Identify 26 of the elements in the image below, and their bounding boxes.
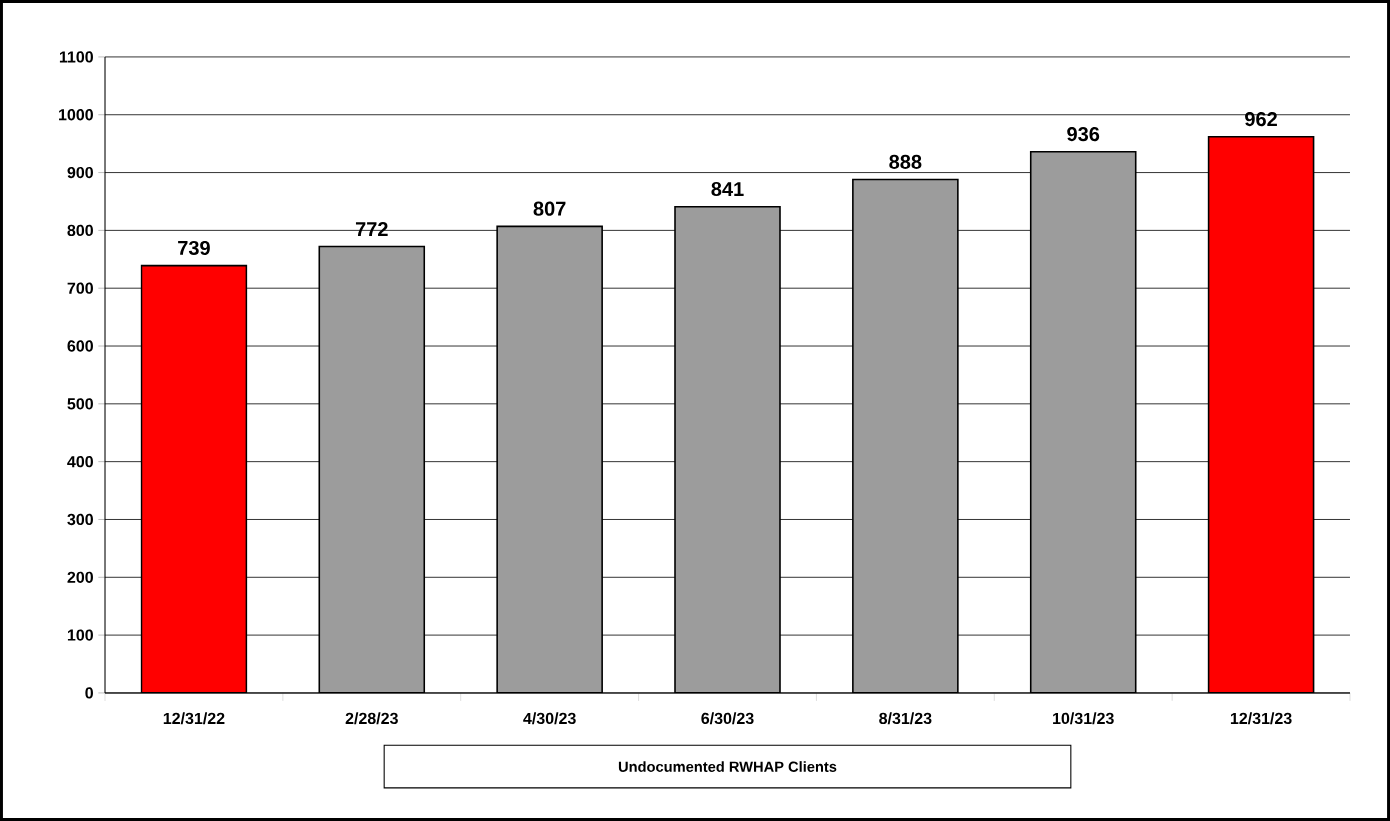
x-tick-label: 6/30/23 — [701, 712, 754, 725]
x-axis-title: Undocumented RWHAP Clients — [618, 761, 837, 772]
x-tick-label: 2/28/23 — [345, 712, 398, 725]
x-tick-label: 12/31/23 — [1230, 712, 1292, 725]
y-tick-label: 500 — [67, 398, 93, 410]
y-tick-label: 400 — [67, 456, 93, 468]
y-tick-label: 200 — [67, 571, 93, 583]
x-tick-label: 4/30/23 — [523, 712, 576, 725]
y-tick-label: 1000 — [59, 109, 93, 121]
y-tick-label: 600 — [67, 340, 93, 352]
y-tick-label: 700 — [67, 282, 93, 294]
y-tick-label: 0 — [85, 687, 93, 699]
y-tick-label: 900 — [67, 166, 93, 179]
x-tick-label: 8/31/23 — [879, 712, 932, 725]
y-tick-label: 1100 — [59, 51, 93, 63]
x-tick-label: 12/31/22 — [163, 712, 225, 725]
data-label: 888 — [889, 154, 922, 169]
y-tick-label: 100 — [67, 629, 93, 641]
data-label: 841 — [711, 181, 744, 197]
data-label: 962 — [1245, 112, 1277, 127]
y-tick-label: 300 — [67, 513, 93, 526]
data-label: 807 — [533, 201, 566, 216]
x-tick-label: 10/31/23 — [1053, 712, 1114, 725]
y-tick-label: 800 — [67, 224, 93, 237]
data-label: 936 — [1067, 127, 1100, 142]
data-label: 739 — [178, 240, 210, 256]
